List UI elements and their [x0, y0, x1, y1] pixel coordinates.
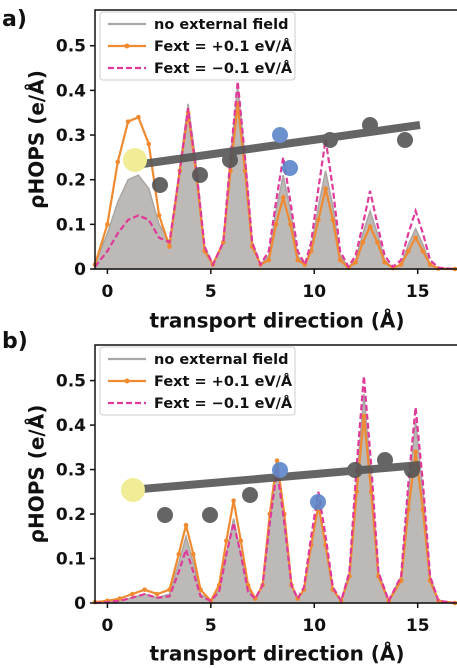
marker: [413, 449, 418, 455]
marker: [238, 538, 244, 544]
marker: [375, 239, 380, 245]
legend-label: Fext = −0.1 eV/Å: [154, 60, 293, 77]
marker: [154, 591, 160, 597]
marker: [406, 248, 411, 254]
marker: [183, 522, 189, 528]
marker: [361, 413, 367, 419]
marker: [398, 578, 404, 584]
y-tick-label: 0.1: [56, 550, 86, 570]
x-tick-label: 10: [302, 282, 326, 302]
legend-marker: [124, 43, 130, 49]
marker: [353, 260, 358, 265]
marker: [280, 195, 286, 200]
marker: [105, 222, 110, 227]
y-axis-label: ρHOPS (e/Å): [25, 70, 49, 209]
marker: [136, 114, 141, 120]
line-series: [94, 376, 456, 605]
legend-box: [99, 346, 296, 416]
y-tick-label: 0.3: [56, 461, 86, 481]
x-tick-label: 15: [406, 616, 430, 636]
marker: [117, 596, 123, 601]
legend: no external field Fext = +0.1 eV/Å Fext = …: [99, 346, 296, 416]
marker: [382, 260, 387, 265]
panel-label: b): [2, 329, 28, 354]
y-tick-label: 0.4: [56, 81, 86, 101]
y-tick-label: 0.1: [56, 215, 86, 235]
x-tick-label: 15: [406, 282, 430, 302]
legend-box: [99, 11, 296, 81]
x-tick-label: 0: [101, 616, 113, 636]
marker: [176, 551, 182, 557]
marker: [156, 213, 162, 218]
marker: [190, 551, 196, 557]
legend-label: no external field: [154, 352, 289, 368]
x-tick-label: 5: [205, 282, 217, 302]
marker: [198, 587, 203, 592]
marker: [167, 244, 172, 249]
marker: [427, 262, 433, 267]
marker: [224, 538, 229, 544]
y-tick-label: 0.2: [56, 505, 86, 525]
marker: [413, 235, 418, 241]
legend-marker: [124, 378, 130, 384]
marker: [288, 222, 293, 227]
marker: [337, 257, 343, 263]
legend: no external field Fext = +0.1 eV/Å Fext = …: [99, 11, 296, 81]
y-tick-label: 0.5: [56, 37, 86, 57]
y-axis-label: ρHOPS (e/Å): [25, 405, 49, 544]
x-axis-label: transport direction (Å): [149, 642, 404, 666]
marker: [330, 217, 336, 223]
y-tick-label: 0.5: [56, 372, 86, 392]
marker: [266, 257, 272, 263]
panel-label: a): [2, 7, 27, 32]
marker: [146, 141, 152, 147]
marker: [228, 168, 233, 174]
y-tick-label: 0.3: [56, 126, 86, 146]
marker: [316, 217, 321, 223]
marker: [274, 458, 280, 463]
x-tick-label: 5: [205, 616, 217, 636]
marker: [242, 168, 248, 174]
y-tick-label: 0.4: [56, 416, 86, 436]
marker: [360, 239, 366, 245]
y-tick-label: 0.2: [56, 171, 86, 191]
molecule-b: [121, 452, 421, 523]
legend-label: Fext = +0.1 eV/Å: [154, 373, 293, 390]
y-tick-label: 0: [74, 594, 86, 614]
marker: [420, 248, 426, 254]
axes-frame: [94, 344, 457, 604]
y-tick-label: 0: [74, 260, 86, 280]
marker: [125, 119, 131, 124]
x-tick-label: 0: [101, 282, 113, 302]
marker: [231, 498, 236, 503]
legend-label: Fext = −0.1 eV/Å: [154, 395, 293, 412]
marker: [273, 222, 279, 227]
marker: [142, 587, 147, 592]
marker: [323, 186, 328, 191]
area-series: [94, 85, 455, 270]
legend-label: Fext = +0.1 eV/Å: [154, 38, 293, 55]
axes-frame: [94, 9, 457, 270]
x-tick-label: 10: [302, 616, 326, 636]
marker: [129, 591, 135, 597]
marker: [367, 224, 373, 229]
marker: [295, 257, 301, 263]
x-axis-label: transport direction (Å): [149, 309, 404, 333]
line-series: [94, 81, 455, 271]
legend-label: no external field: [154, 17, 289, 33]
marker: [398, 262, 404, 267]
marker: [115, 159, 121, 165]
molecule-a: [123, 117, 421, 193]
